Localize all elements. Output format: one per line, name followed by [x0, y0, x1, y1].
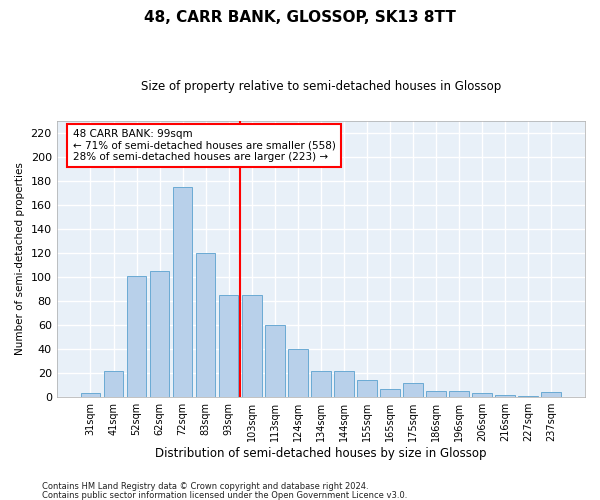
Title: Size of property relative to semi-detached houses in Glossop: Size of property relative to semi-detach… — [141, 80, 501, 93]
Bar — [265, 325, 284, 397]
Bar — [449, 391, 469, 397]
Bar — [496, 394, 515, 397]
Bar — [219, 295, 238, 397]
Text: Contains HM Land Registry data © Crown copyright and database right 2024.: Contains HM Land Registry data © Crown c… — [42, 482, 368, 491]
Bar — [127, 276, 146, 397]
Text: Contains public sector information licensed under the Open Government Licence v3: Contains public sector information licen… — [42, 491, 407, 500]
Bar — [357, 380, 377, 397]
Bar — [380, 388, 400, 397]
Bar — [426, 391, 446, 397]
Bar — [150, 271, 169, 397]
Bar — [403, 382, 423, 397]
X-axis label: Distribution of semi-detached houses by size in Glossop: Distribution of semi-detached houses by … — [155, 447, 487, 460]
Bar — [173, 186, 193, 397]
Bar — [80, 394, 100, 397]
Bar — [242, 295, 262, 397]
Bar — [334, 370, 353, 397]
Text: 48 CARR BANK: 99sqm
← 71% of semi-detached houses are smaller (558)
28% of semi-: 48 CARR BANK: 99sqm ← 71% of semi-detach… — [73, 129, 335, 162]
Bar — [288, 349, 308, 397]
Bar — [311, 370, 331, 397]
Y-axis label: Number of semi-detached properties: Number of semi-detached properties — [15, 162, 25, 356]
Bar — [518, 396, 538, 397]
Bar — [104, 370, 123, 397]
Bar — [472, 394, 492, 397]
Text: 48, CARR BANK, GLOSSOP, SK13 8TT: 48, CARR BANK, GLOSSOP, SK13 8TT — [144, 10, 456, 25]
Bar — [196, 253, 215, 397]
Bar — [541, 392, 561, 397]
